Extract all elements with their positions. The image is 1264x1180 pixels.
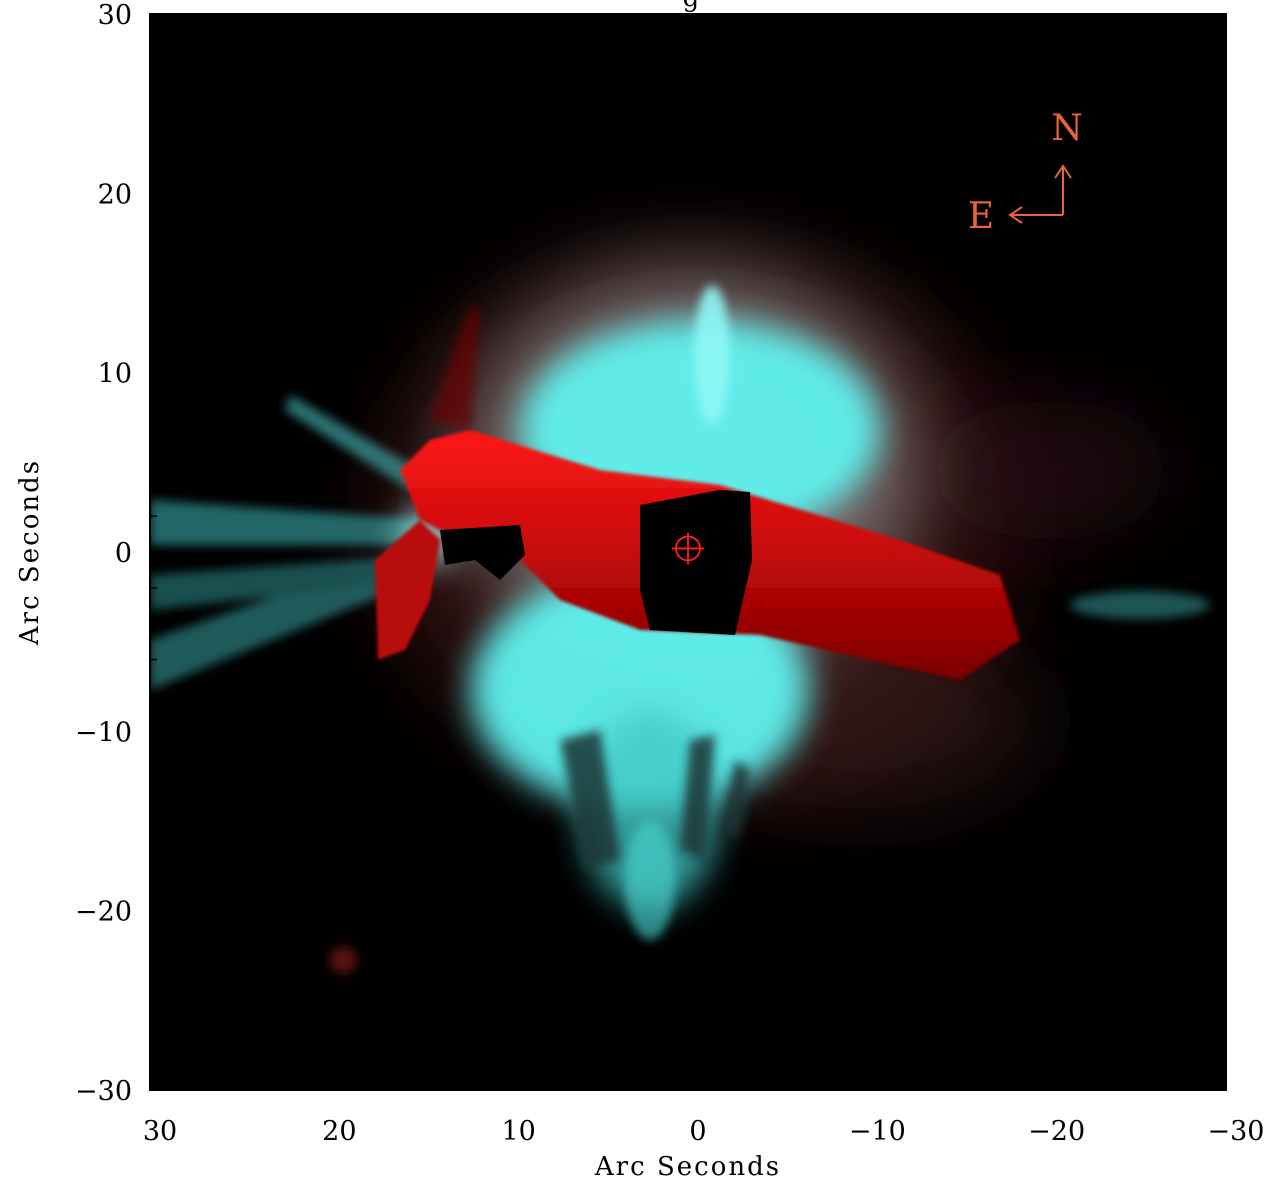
y-tick-label: −10 <box>75 717 132 748</box>
teal-streak-west <box>1070 591 1210 619</box>
x-tick-label: 10 <box>501 1116 535 1147</box>
center-crosshair-icon <box>672 532 704 565</box>
central-occulter <box>640 490 752 635</box>
title-fragment: g <box>683 0 702 13</box>
x-tick-label: 20 <box>322 1116 356 1147</box>
x-axis-title: Arc Seconds <box>594 1152 781 1180</box>
y-tick-labels: 30 20 10 0 −10 −20 −30 <box>75 0 132 1107</box>
x-tick-label: 30 <box>143 1116 177 1147</box>
y-tick-label: 30 <box>98 0 132 31</box>
x-tick-label: −30 <box>1208 1116 1264 1147</box>
x-tick-label: −10 <box>849 1116 906 1147</box>
north-label: N <box>1051 108 1083 149</box>
y-tick-label: 20 <box>98 179 132 210</box>
image-field <box>150 14 1226 1090</box>
east-label: E <box>968 196 994 237</box>
red-halo-right <box>930 400 1170 540</box>
y-tick-label: 10 <box>98 359 132 390</box>
faint-star <box>329 946 357 974</box>
north-arrow-head <box>1054 164 1072 179</box>
axis-ticks <box>149 13 1227 1091</box>
x-tick-label: 0 <box>689 1116 706 1147</box>
y-tick-label: −30 <box>75 1076 132 1107</box>
y-axis-title: Arc Seconds <box>15 459 45 646</box>
x-tick-labels: 30 20 10 0 −10 −20 −30 <box>143 1116 1264 1147</box>
y-tick-label: 0 <box>115 538 132 569</box>
cyan-filament <box>625 820 675 940</box>
dark-streaks <box>560 730 750 870</box>
compass-rose: N E <box>968 108 1083 237</box>
y-tick-label: −20 <box>75 897 132 928</box>
x-tick-label: −20 <box>1028 1116 1085 1147</box>
east-arrow-head <box>1008 206 1023 224</box>
teal-rays-east <box>150 395 430 690</box>
cyan-jet-north <box>694 285 730 425</box>
dark-notch <box>440 525 525 580</box>
